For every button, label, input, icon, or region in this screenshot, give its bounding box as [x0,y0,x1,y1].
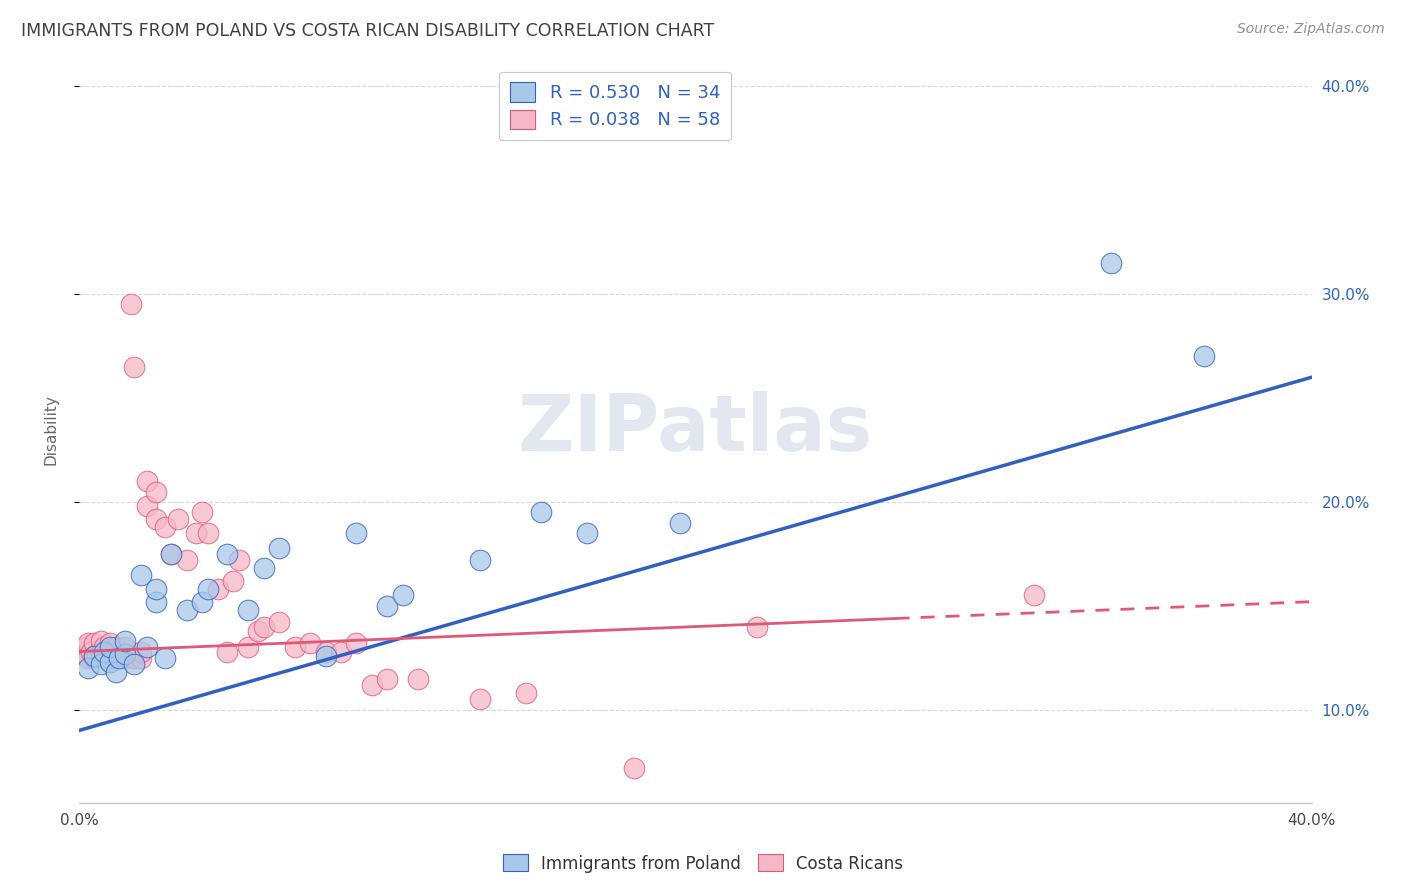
Point [215,547,238,561]
Point [391,589,413,603]
Text: Source: ZipAtlas.com: Source: ZipAtlas.com [1237,22,1385,37]
Point [86,647,108,661]
Point [238,603,260,617]
Point [89,634,111,648]
Point [329,644,352,658]
Point [155,650,177,665]
Point [215,644,238,658]
Point [375,672,398,686]
Point [1024,589,1046,603]
Point [197,526,219,541]
Point [191,594,214,608]
Point [1099,256,1122,270]
Point [93,640,115,655]
Point [344,526,367,541]
Point [253,561,276,575]
Text: ZIPatlas: ZIPatlas [517,392,873,467]
Point [124,650,146,665]
Point [160,547,183,561]
Point [155,520,177,534]
Point [129,644,152,658]
Point [98,640,121,655]
Point [468,553,491,567]
Point [207,582,229,597]
Point [77,650,100,665]
Point [108,644,131,658]
Point [238,640,260,655]
Point [197,582,219,597]
Point [98,650,121,665]
Point [70,644,93,658]
Text: IMMIGRANTS FROM POLAND VS COSTA RICAN DISABILITY CORRELATION CHART: IMMIGRANTS FROM POLAND VS COSTA RICAN DI… [21,22,714,40]
Point [166,511,188,525]
Point [104,640,127,655]
Point [406,672,429,686]
Point [468,692,491,706]
Point [145,594,167,608]
Point [176,603,198,617]
Point [135,474,157,488]
Point [114,647,136,661]
Y-axis label: Disability: Disability [44,393,58,465]
Point [228,553,250,567]
Point [515,686,537,700]
Point [135,640,157,655]
Point [124,359,146,374]
Legend: Immigrants from Poland, Costa Ricans: Immigrants from Poland, Costa Ricans [496,847,910,880]
Point [89,644,111,658]
Point [114,634,136,648]
Point [360,678,382,692]
Point [184,526,207,541]
Point [269,615,291,630]
Point [246,624,269,638]
Point [176,553,198,567]
Point [75,640,97,655]
Point [98,655,121,669]
Point [222,574,245,588]
Point [1192,350,1215,364]
Legend: R = 0.530   N = 34, R = 0.038   N = 58: R = 0.530 N = 34, R = 0.038 N = 58 [499,71,731,140]
Point [145,511,167,525]
Point [576,526,599,541]
Point [315,644,337,658]
Point [253,619,276,633]
Point [98,636,121,650]
Point [77,636,100,650]
Point [344,636,367,650]
Point [129,567,152,582]
Point [160,547,183,561]
Point [120,297,142,311]
Point [83,636,105,650]
Point [96,647,118,661]
Point [89,657,111,671]
Point [284,640,307,655]
Point [129,650,152,665]
Point [375,599,398,613]
Point [93,644,115,658]
Point [80,644,103,658]
Point [145,582,167,597]
Point [623,761,645,775]
Point [145,484,167,499]
Point [104,650,127,665]
Point [135,499,157,513]
Point [108,650,131,665]
Point [530,505,553,519]
Point [191,505,214,519]
Point [315,648,337,663]
Point [114,650,136,665]
Point [114,640,136,655]
Point [269,541,291,555]
Point [124,657,146,671]
Point [104,665,127,680]
Point [98,644,121,658]
Point [669,516,692,530]
Point [93,650,115,665]
Point [83,648,105,663]
Point [299,636,322,650]
Point [83,650,105,665]
Point [77,661,100,675]
Point [745,619,768,633]
